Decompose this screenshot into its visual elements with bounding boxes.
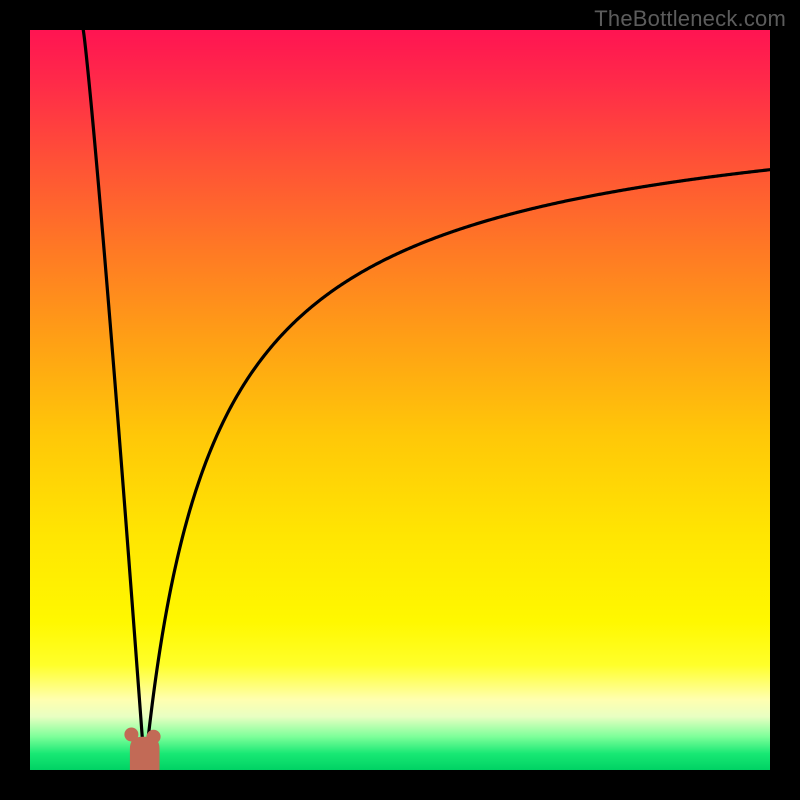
bottleneck-chart	[0, 0, 800, 800]
plot-background	[30, 30, 770, 770]
optimum-marker-dot	[147, 730, 161, 744]
optimum-marker-dot	[124, 728, 138, 742]
chart-container: TheBottleneck.com	[0, 0, 800, 800]
